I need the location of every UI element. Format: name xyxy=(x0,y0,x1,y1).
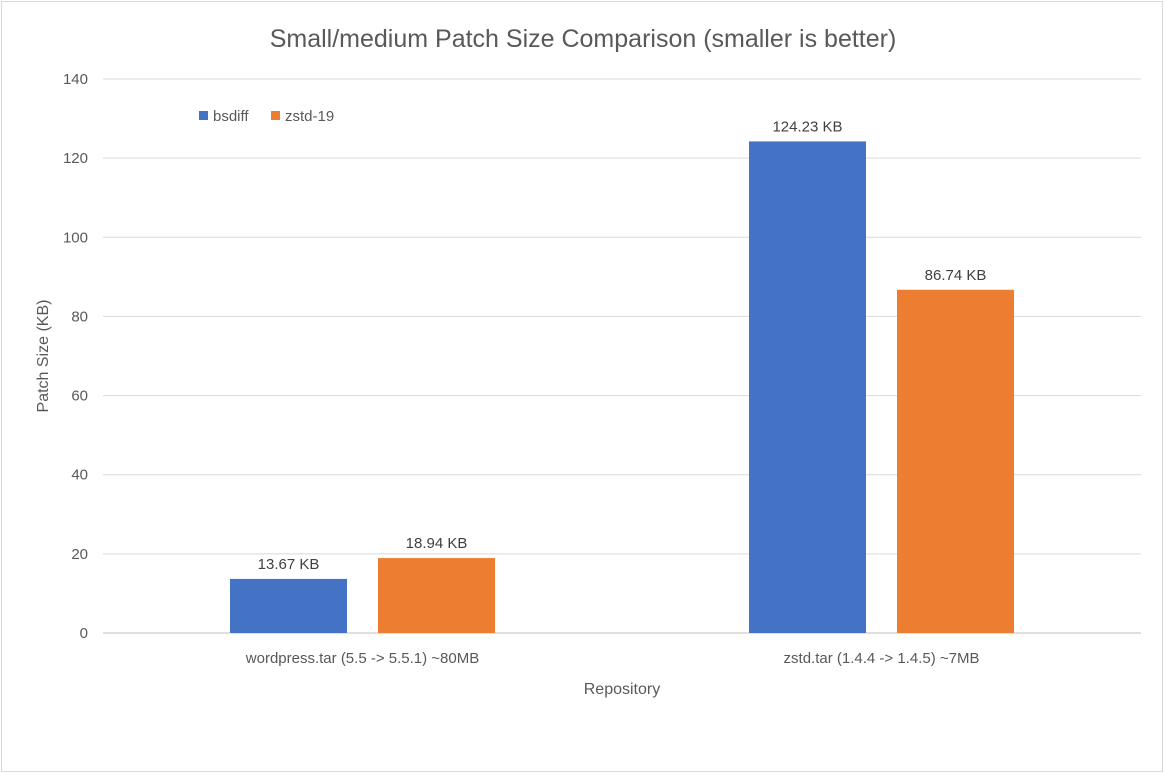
y-tick-label: 40 xyxy=(71,467,88,484)
data-label: 86.74 KB xyxy=(925,267,987,284)
data-label: 124.23 KB xyxy=(772,118,842,135)
legend-swatch xyxy=(199,111,208,120)
x-tick-label: wordpress.tar (5.5 -> 5.5.1) ~80MB xyxy=(245,650,479,667)
y-tick-label: 0 xyxy=(80,625,88,642)
chart-title: Small/medium Patch Size Comparison (smal… xyxy=(270,25,897,53)
bars xyxy=(230,141,1014,633)
data-label: 18.94 KB xyxy=(406,535,468,552)
bar-bsdiff xyxy=(749,141,866,633)
legend-label: zstd-19 xyxy=(285,108,334,125)
bar-zstd-19 xyxy=(897,289,1014,633)
x-axis-title: Repository xyxy=(584,681,660,698)
y-tick-label: 120 xyxy=(63,150,88,167)
legend-swatch xyxy=(271,111,280,120)
x-tick-label: zstd.tar (1.4.4 -> 1.4.5) ~7MB xyxy=(784,650,980,667)
bar-bsdiff xyxy=(230,578,347,633)
y-axis-ticks: 0 20 40 60 80 100 120 140 xyxy=(63,71,88,642)
bar-zstd-19 xyxy=(378,558,495,633)
legend: bsdiff zstd-19 xyxy=(199,108,334,125)
y-tick-label: 140 xyxy=(63,71,88,88)
y-axis-title: Patch Size (KB) xyxy=(35,300,52,413)
legend-label: bsdiff xyxy=(213,108,249,125)
y-tick-label: 20 xyxy=(71,546,88,563)
data-label: 13.67 KB xyxy=(258,556,320,573)
y-tick-label: 80 xyxy=(71,308,88,325)
y-tick-label: 60 xyxy=(71,388,88,405)
x-axis-ticks: wordpress.tar (5.5 -> 5.5.1) ~80MB zstd.t… xyxy=(245,650,980,667)
y-tick-label: 100 xyxy=(63,229,88,246)
data-labels: 13.67 KB 18.94 KB 124.23 KB 86.74 KB xyxy=(258,118,987,573)
